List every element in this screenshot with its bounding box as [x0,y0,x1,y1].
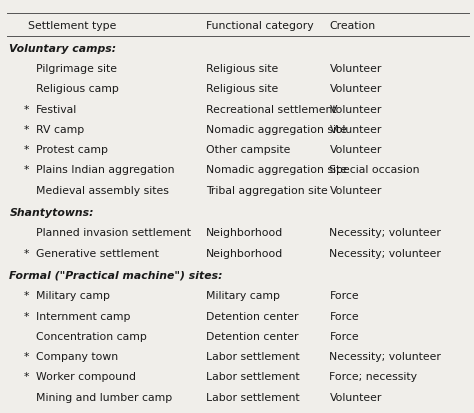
Text: *: * [23,248,29,258]
Text: Force: Force [329,311,359,321]
Text: Labor settlement: Labor settlement [206,351,300,361]
Text: Force; necessity: Force; necessity [329,371,418,382]
Text: Formal ("Practical machine") sites:: Formal ("Practical machine") sites: [9,270,223,280]
Text: Labor settlement: Labor settlement [206,371,300,382]
Text: Religious site: Religious site [206,84,278,94]
Text: Religious camp: Religious camp [36,84,118,94]
Text: Labor settlement: Labor settlement [206,392,300,402]
Text: Force: Force [329,290,359,301]
Text: Neighborhood: Neighborhood [206,248,283,258]
Text: Volunteer: Volunteer [329,104,382,114]
Text: Other campsite: Other campsite [206,145,291,155]
Text: Volunteer: Volunteer [329,145,382,155]
Text: *: * [23,311,29,321]
Text: Creation: Creation [329,21,375,31]
Text: Tribal aggregation site: Tribal aggregation site [206,185,328,195]
Text: Force: Force [329,331,359,341]
Text: *: * [23,351,29,361]
Text: Military camp: Military camp [36,290,109,301]
Text: Voluntary camps:: Voluntary camps: [9,43,117,54]
Text: Military camp: Military camp [206,290,280,301]
Text: Shantytowns:: Shantytowns: [9,207,94,218]
Text: Plains Indian aggregation: Plains Indian aggregation [36,165,174,175]
Text: Company town: Company town [36,351,118,361]
Text: Special occasion: Special occasion [329,165,420,175]
Text: Detention center: Detention center [206,331,299,341]
Text: Volunteer: Volunteer [329,84,382,94]
Text: *: * [23,104,29,114]
Text: Planned invasion settlement: Planned invasion settlement [36,228,191,238]
Text: *: * [23,371,29,382]
Text: Protest camp: Protest camp [36,145,108,155]
Text: Settlement type: Settlement type [28,21,117,31]
Text: Festival: Festival [36,104,77,114]
Text: Internment camp: Internment camp [36,311,130,321]
Text: Concentration camp: Concentration camp [36,331,146,341]
Text: Slave settlement: Slave settlement [36,412,128,413]
Text: Medieval assembly sites: Medieval assembly sites [36,185,168,195]
Text: Functional category: Functional category [206,21,314,31]
Text: Pilgrimage site: Pilgrimage site [36,64,117,74]
Text: RV camp: RV camp [36,124,84,135]
Text: Force: Force [329,412,359,413]
Text: *: * [23,290,29,301]
Text: *: * [23,145,29,155]
Text: Generative settlement: Generative settlement [36,248,158,258]
Text: Volunteer: Volunteer [329,124,382,135]
Text: *: * [23,165,29,175]
Text: Neighborhood: Neighborhood [206,228,283,238]
Text: Religious site: Religious site [206,64,278,74]
Text: Volunteer: Volunteer [329,64,382,74]
Text: Mining and lumber camp: Mining and lumber camp [36,392,172,402]
Text: Volunteer: Volunteer [329,392,382,402]
Text: Nomadic aggregation site: Nomadic aggregation site [206,165,347,175]
Text: Worker compound: Worker compound [36,371,136,382]
Text: Detention center: Detention center [206,311,299,321]
Text: Volunteer: Volunteer [329,185,382,195]
Text: Labor settlement: Labor settlement [206,412,300,413]
Text: Nomadic aggregation site: Nomadic aggregation site [206,124,347,135]
Text: Necessity; volunteer: Necessity; volunteer [329,351,441,361]
Text: Recreational settlement: Recreational settlement [206,104,337,114]
Text: Necessity; volunteer: Necessity; volunteer [329,228,441,238]
Text: *: * [23,124,29,135]
Text: Necessity; volunteer: Necessity; volunteer [329,248,441,258]
